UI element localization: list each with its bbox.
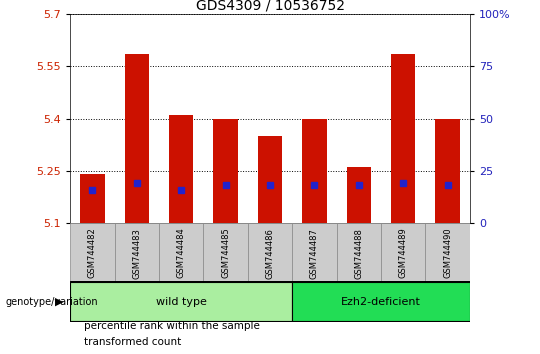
FancyBboxPatch shape [70,281,470,322]
Title: GDS4309 / 10536752: GDS4309 / 10536752 [195,0,345,13]
Text: percentile rank within the sample: percentile rank within the sample [84,321,260,331]
Bar [435,119,460,223]
Text: GSM744482: GSM744482 [88,228,97,279]
Text: GSM744489: GSM744489 [399,228,408,279]
FancyBboxPatch shape [248,223,292,283]
Bar [80,174,105,223]
Bar [347,167,371,223]
FancyBboxPatch shape [70,282,292,321]
FancyBboxPatch shape [159,223,204,283]
Text: GSM744488: GSM744488 [354,228,363,279]
FancyBboxPatch shape [292,223,336,283]
Text: GSM744486: GSM744486 [266,228,274,279]
Text: GSM744487: GSM744487 [310,228,319,279]
FancyBboxPatch shape [426,223,470,283]
FancyBboxPatch shape [70,223,114,283]
Text: genotype/variation: genotype/variation [5,297,98,307]
Text: ▶: ▶ [55,297,64,307]
Text: GSM744484: GSM744484 [177,228,186,279]
Text: Ezh2-deficient: Ezh2-deficient [341,297,421,307]
Bar [258,136,282,223]
Text: transformed count: transformed count [84,337,181,347]
Bar [213,119,238,223]
Bar [169,115,193,223]
Text: GSM744485: GSM744485 [221,228,230,279]
Text: GSM744483: GSM744483 [132,228,141,279]
Bar [302,119,327,223]
FancyBboxPatch shape [336,223,381,283]
Text: GSM744490: GSM744490 [443,228,452,279]
FancyBboxPatch shape [292,282,470,321]
FancyBboxPatch shape [114,223,159,283]
FancyBboxPatch shape [381,223,426,283]
FancyBboxPatch shape [204,223,248,283]
Text: wild type: wild type [156,297,207,307]
Bar [391,54,415,223]
Bar [125,54,149,223]
